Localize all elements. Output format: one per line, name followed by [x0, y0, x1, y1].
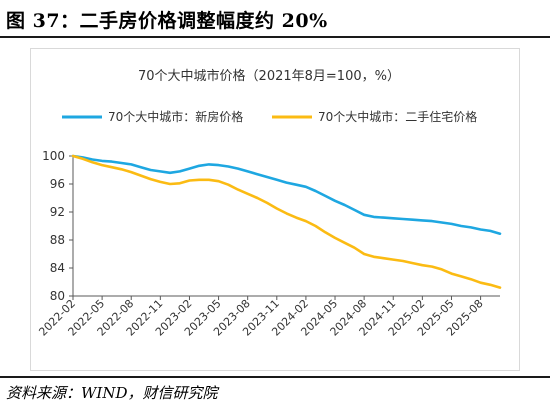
- series-line-1: [71, 154, 502, 235]
- top-rule: [0, 36, 550, 38]
- series-layer: [71, 154, 502, 289]
- line-chart: 70个大中城市价格（2021年8月=100，%） 70个大中城市：新房价格 70个…: [36, 68, 502, 339]
- series-line-2: [71, 154, 502, 289]
- chart-frame: [30, 48, 520, 371]
- legend: 70个大中城市：新房价格 70个大中城市：二手住宅价格: [62, 109, 477, 124]
- y-tick-label: 100: [42, 149, 65, 163]
- figure-title: 图 37：二手房价格调整幅度约 20%: [6, 10, 328, 32]
- y-tick-label: 92: [50, 205, 65, 219]
- y-tick-label: 80: [50, 289, 65, 303]
- source-note: 资料来源：WIND，财信研究院: [6, 384, 218, 402]
- legend-label-1: 70个大中城市：新房价格: [108, 109, 243, 124]
- y-tick-label: 88: [50, 233, 65, 247]
- legend-label-2: 70个大中城市：二手住宅价格: [318, 109, 477, 124]
- bottom-rule: [0, 376, 550, 378]
- y-tick-label: 84: [50, 261, 65, 275]
- chart-title: 70个大中城市价格（2021年8月=100，%）: [138, 68, 400, 84]
- y-tick-label: 96: [50, 177, 65, 191]
